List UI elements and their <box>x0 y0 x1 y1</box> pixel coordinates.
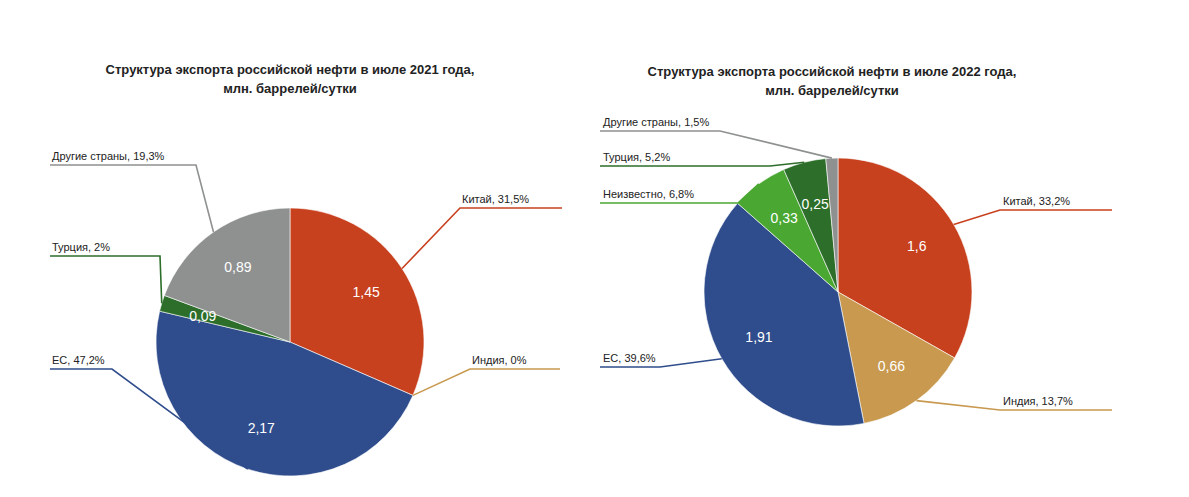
slice <box>826 158 838 292</box>
data-label: 1,91 <box>745 329 772 345</box>
title: Структура экспорта российской нефти в ию… <box>648 64 1017 79</box>
leader-line <box>954 210 1112 224</box>
category-label: ЕС, 39,6% <box>603 352 656 364</box>
category-label: Китай, 31,5% <box>462 193 529 205</box>
data-label: 2,17 <box>248 420 275 436</box>
category-label: Другие страны, 19,3% <box>52 150 165 162</box>
data-label: 0,66 <box>878 358 905 374</box>
slices <box>156 208 424 476</box>
subtitle: млн. баррелей/сутки <box>223 81 357 96</box>
data-label: 1,45 <box>353 284 380 300</box>
figure: Структура экспорта российской нефти в ию… <box>0 0 1189 497</box>
category-label: Индия, 13,7% <box>1003 395 1073 407</box>
pie-chart: Структура экспорта российской нефти в ию… <box>50 62 562 476</box>
labels: 1,45 Китай, 31,5% Индия, 0% 2,17 ЕС, 47,2% 0,… <box>50 150 562 469</box>
category-label: Китай, 33,2% <box>1003 195 1070 207</box>
data-label: 1,6 <box>907 238 927 254</box>
title: Структура экспорта российской нефти в ию… <box>106 62 475 77</box>
data-label: 0,33 <box>771 210 798 226</box>
category-label: Турция, 5,2% <box>603 151 670 163</box>
category-label: ЕС, 47,2% <box>52 354 105 366</box>
category-label: Неизвестно, 6,8% <box>603 188 694 200</box>
data-label: 0,09 <box>189 308 216 324</box>
leader-line <box>50 256 162 303</box>
data-label: 0,25 <box>801 196 828 212</box>
subtitle: млн. баррелей/сутки <box>765 83 899 98</box>
category-label: Турция, 2% <box>52 241 110 253</box>
category-label: Другие страны, 1,5% <box>603 116 709 128</box>
leader-line <box>402 208 562 269</box>
leader-line <box>413 369 560 395</box>
leader-line <box>600 131 832 158</box>
leader-line <box>50 165 213 232</box>
category-label: Индия, 0% <box>472 354 527 366</box>
pie-chart: Структура экспорта российской нефти в ию… <box>600 64 1112 426</box>
labels: 1,6 Китай, 33,2% 0,66 Индия, 13,7% 1,91 ЕС, 3… <box>600 116 1112 410</box>
slice <box>164 208 290 342</box>
data-label: 0,89 <box>224 259 251 275</box>
leader-line <box>600 184 759 203</box>
leader-line <box>50 369 248 469</box>
